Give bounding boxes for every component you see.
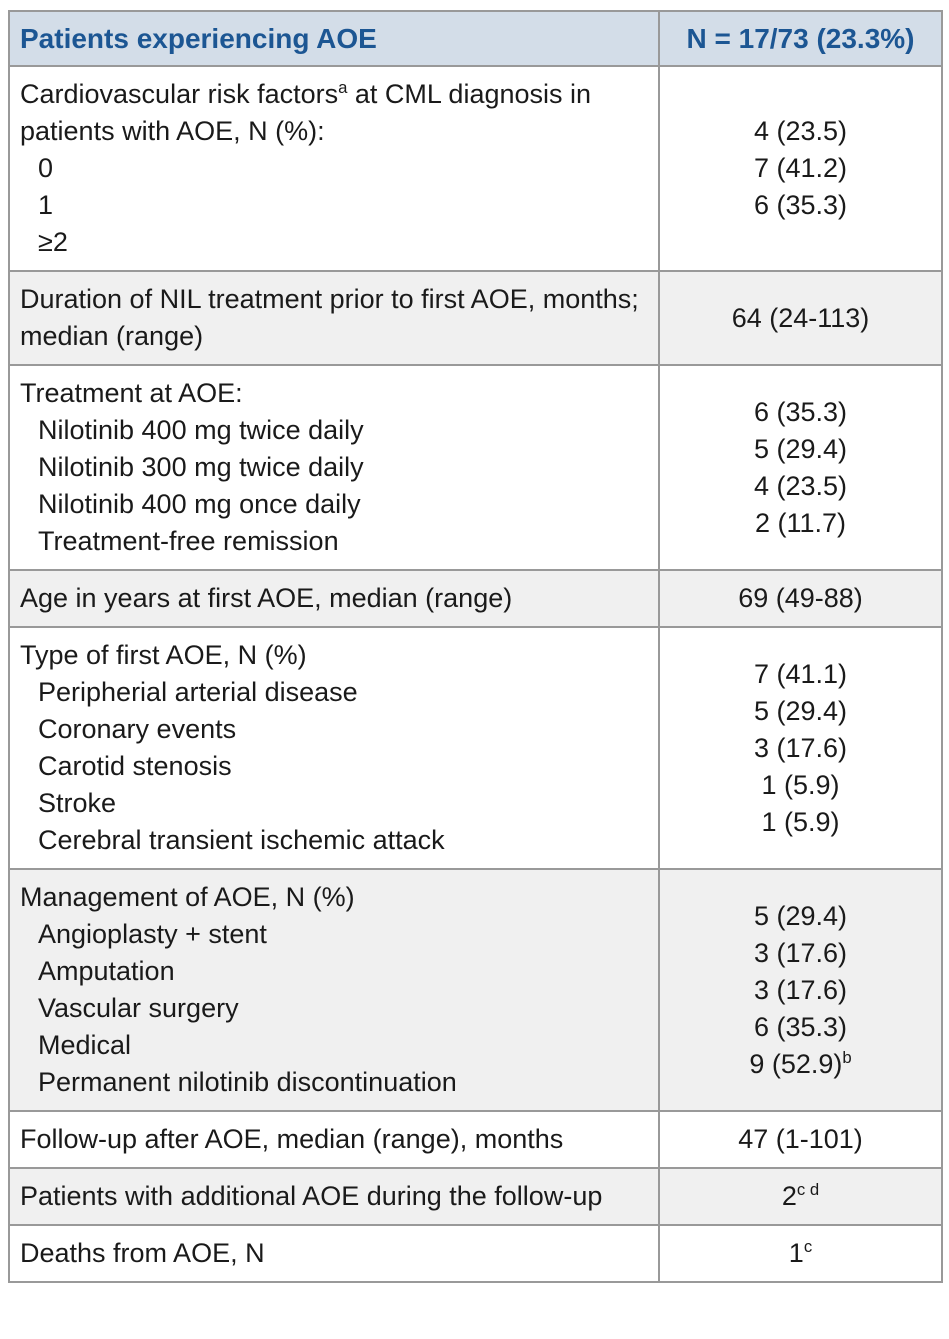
row-value: 5 (29.4): [753, 695, 848, 726]
superscript-c: c: [803, 1237, 813, 1256]
header-value-cell: N = 17/73 (23.3%): [658, 10, 943, 67]
table-row-age-at-first-aoe: Age in years at first AOE, median (range…: [8, 569, 943, 628]
row-label-cell: Patients with additional AOE during the …: [8, 1167, 660, 1226]
row-value: 3 (17.6): [753, 937, 848, 968]
row-value-cell: 64 (24-113): [658, 270, 943, 366]
header-row: Patients experiencing AOE N = 17/73 (23.…: [8, 10, 943, 67]
row-label: Age in years at first AOE, median (range…: [20, 583, 513, 613]
row-value: 2 (11.7): [754, 507, 847, 538]
row-value: 2c d: [781, 1180, 820, 1211]
row-value-cell: 7 (41.1) 5 (29.4) 3 (17.6) 1 (5.9) 1 (5.…: [658, 626, 943, 870]
row-value-cell: 6 (35.3) 5 (29.4) 4 (23.5) 2 (11.7): [658, 364, 943, 571]
row-sublabel: Amputation: [38, 956, 175, 986]
row-label: Type of first AOE, N (%): [20, 640, 307, 670]
row-value: 5 (29.4): [753, 900, 848, 931]
row-value: 64 (24-113): [731, 302, 870, 333]
table-container: Patients experiencing AOE N = 17/73 (23.…: [8, 10, 943, 1283]
row-label-cell: Management of AOE, N (%) Angioplasty + s…: [8, 868, 660, 1112]
table-row-cardiovascular-risk: Cardiovascular risk factorsa at CML diag…: [8, 65, 943, 272]
table-row-deaths: Deaths from AOE, N 1c: [8, 1224, 943, 1283]
row-label: Cardiovascular risk factorsa at CML diag…: [20, 76, 644, 150]
row-value-cell: 1c: [658, 1224, 943, 1283]
row-label: Duration of NIL treatment prior to first…: [20, 284, 639, 351]
row-value: 1 (5.9): [761, 806, 840, 837]
row-sublabel: Medical: [38, 1030, 132, 1060]
row-value: 3 (17.6): [753, 974, 848, 1005]
row-label-cell: Follow-up after AOE, median (range), mon…: [8, 1110, 660, 1169]
row-value-cell: 69 (49-88): [658, 569, 943, 628]
row-value: 9 (52.9)b: [749, 1047, 852, 1079]
table-row-follow-up: Follow-up after AOE, median (range), mon…: [8, 1110, 943, 1169]
superscript-b: b: [842, 1047, 852, 1067]
superscript-c-d: c d: [796, 1180, 820, 1199]
row-label-cell: Duration of NIL treatment prior to first…: [8, 270, 660, 366]
row-value: 6 (35.3): [753, 1011, 848, 1042]
row-sublabel: Peripherial arterial disease: [38, 677, 358, 707]
row-sublabel: Treatment-free remission: [38, 526, 339, 556]
row-sublabel: 0: [38, 153, 54, 183]
row-value-cell: 4 (23.5) 7 (41.2) 6 (35.3): [658, 65, 943, 272]
row-sublabel: Cerebral transient ischemic attack: [38, 825, 445, 855]
table-row-management-of-aoe: Management of AOE, N (%) Angioplasty + s…: [8, 868, 943, 1112]
row-value: 6 (35.3): [753, 396, 848, 427]
row-value-cell: 47 (1-101): [658, 1110, 943, 1169]
row-value: 69 (49-88): [738, 583, 863, 613]
table-row-additional-aoe: Patients with additional AOE during the …: [8, 1167, 943, 1226]
row-value: 1 (5.9): [761, 769, 840, 800]
row-sublabel: Vascular surgery: [38, 993, 239, 1023]
row-label-cell: Type of first AOE, N (%) Peripherial art…: [8, 626, 660, 870]
row-sublabel: 1: [38, 190, 54, 220]
row-label-text: at CML diagnosis in patients with AOE, N…: [20, 79, 592, 146]
row-value: 6 (35.3): [753, 190, 848, 220]
row-sublabel: Permanent nilotinib discontinuation: [38, 1067, 457, 1097]
row-value-cell: 5 (29.4) 3 (17.6) 3 (17.6) 6 (35.3) 9 (5…: [658, 868, 943, 1112]
row-label: Patients with additional AOE during the …: [20, 1181, 603, 1211]
table-row-type-of-first-aoe: Type of first AOE, N (%) Peripherial art…: [8, 626, 943, 870]
row-label-cell: Age in years at first AOE, median (range…: [8, 569, 660, 628]
row-value: 4 (23.5): [753, 470, 848, 501]
superscript-a: a: [338, 78, 348, 97]
row-sublabel: ≥2: [38, 227, 68, 257]
header-label-cell: Patients experiencing AOE: [8, 10, 660, 67]
row-label-cell: Treatment at AOE: Nilotinib 400 mg twice…: [8, 364, 660, 571]
row-value: 47 (1-101): [738, 1124, 863, 1154]
row-sublabel: Angioplasty + stent: [38, 919, 267, 949]
row-label-cell: Deaths from AOE, N: [8, 1224, 660, 1283]
row-value: 7 (41.1): [753, 658, 848, 689]
row-sublabel: Carotid stenosis: [38, 751, 232, 781]
row-label-cell: Cardiovascular risk factorsa at CML diag…: [8, 65, 660, 272]
row-label: Treatment at AOE:: [20, 378, 243, 408]
table-row-treatment-at-aoe: Treatment at AOE: Nilotinib 400 mg twice…: [8, 364, 943, 571]
row-label-text: Cardiovascular risk factors: [20, 79, 339, 109]
table-row-nil-duration: Duration of NIL treatment prior to first…: [8, 270, 943, 366]
row-value-cell: 2c d: [658, 1167, 943, 1226]
row-sublabel: Nilotinib 400 mg twice daily: [38, 415, 364, 445]
row-label: Management of AOE, N (%): [20, 882, 355, 912]
row-value: 5 (29.4): [753, 433, 848, 464]
row-value: 1c: [788, 1237, 813, 1268]
row-value: 4 (23.5): [753, 116, 848, 146]
row-label: Follow-up after AOE, median (range), mon…: [20, 1124, 564, 1154]
row-value: 7 (41.2): [753, 153, 848, 183]
row-value: 3 (17.6): [753, 732, 848, 763]
row-label: Deaths from AOE, N: [20, 1238, 265, 1268]
row-sublabel: Stroke: [38, 788, 117, 818]
row-sublabel: Coronary events: [38, 714, 237, 744]
row-sublabel: Nilotinib 300 mg twice daily: [38, 452, 364, 482]
row-sublabel: Nilotinib 400 mg once daily: [38, 489, 361, 519]
aoe-results-table: Patients experiencing AOE N = 17/73 (23.…: [8, 10, 943, 1283]
